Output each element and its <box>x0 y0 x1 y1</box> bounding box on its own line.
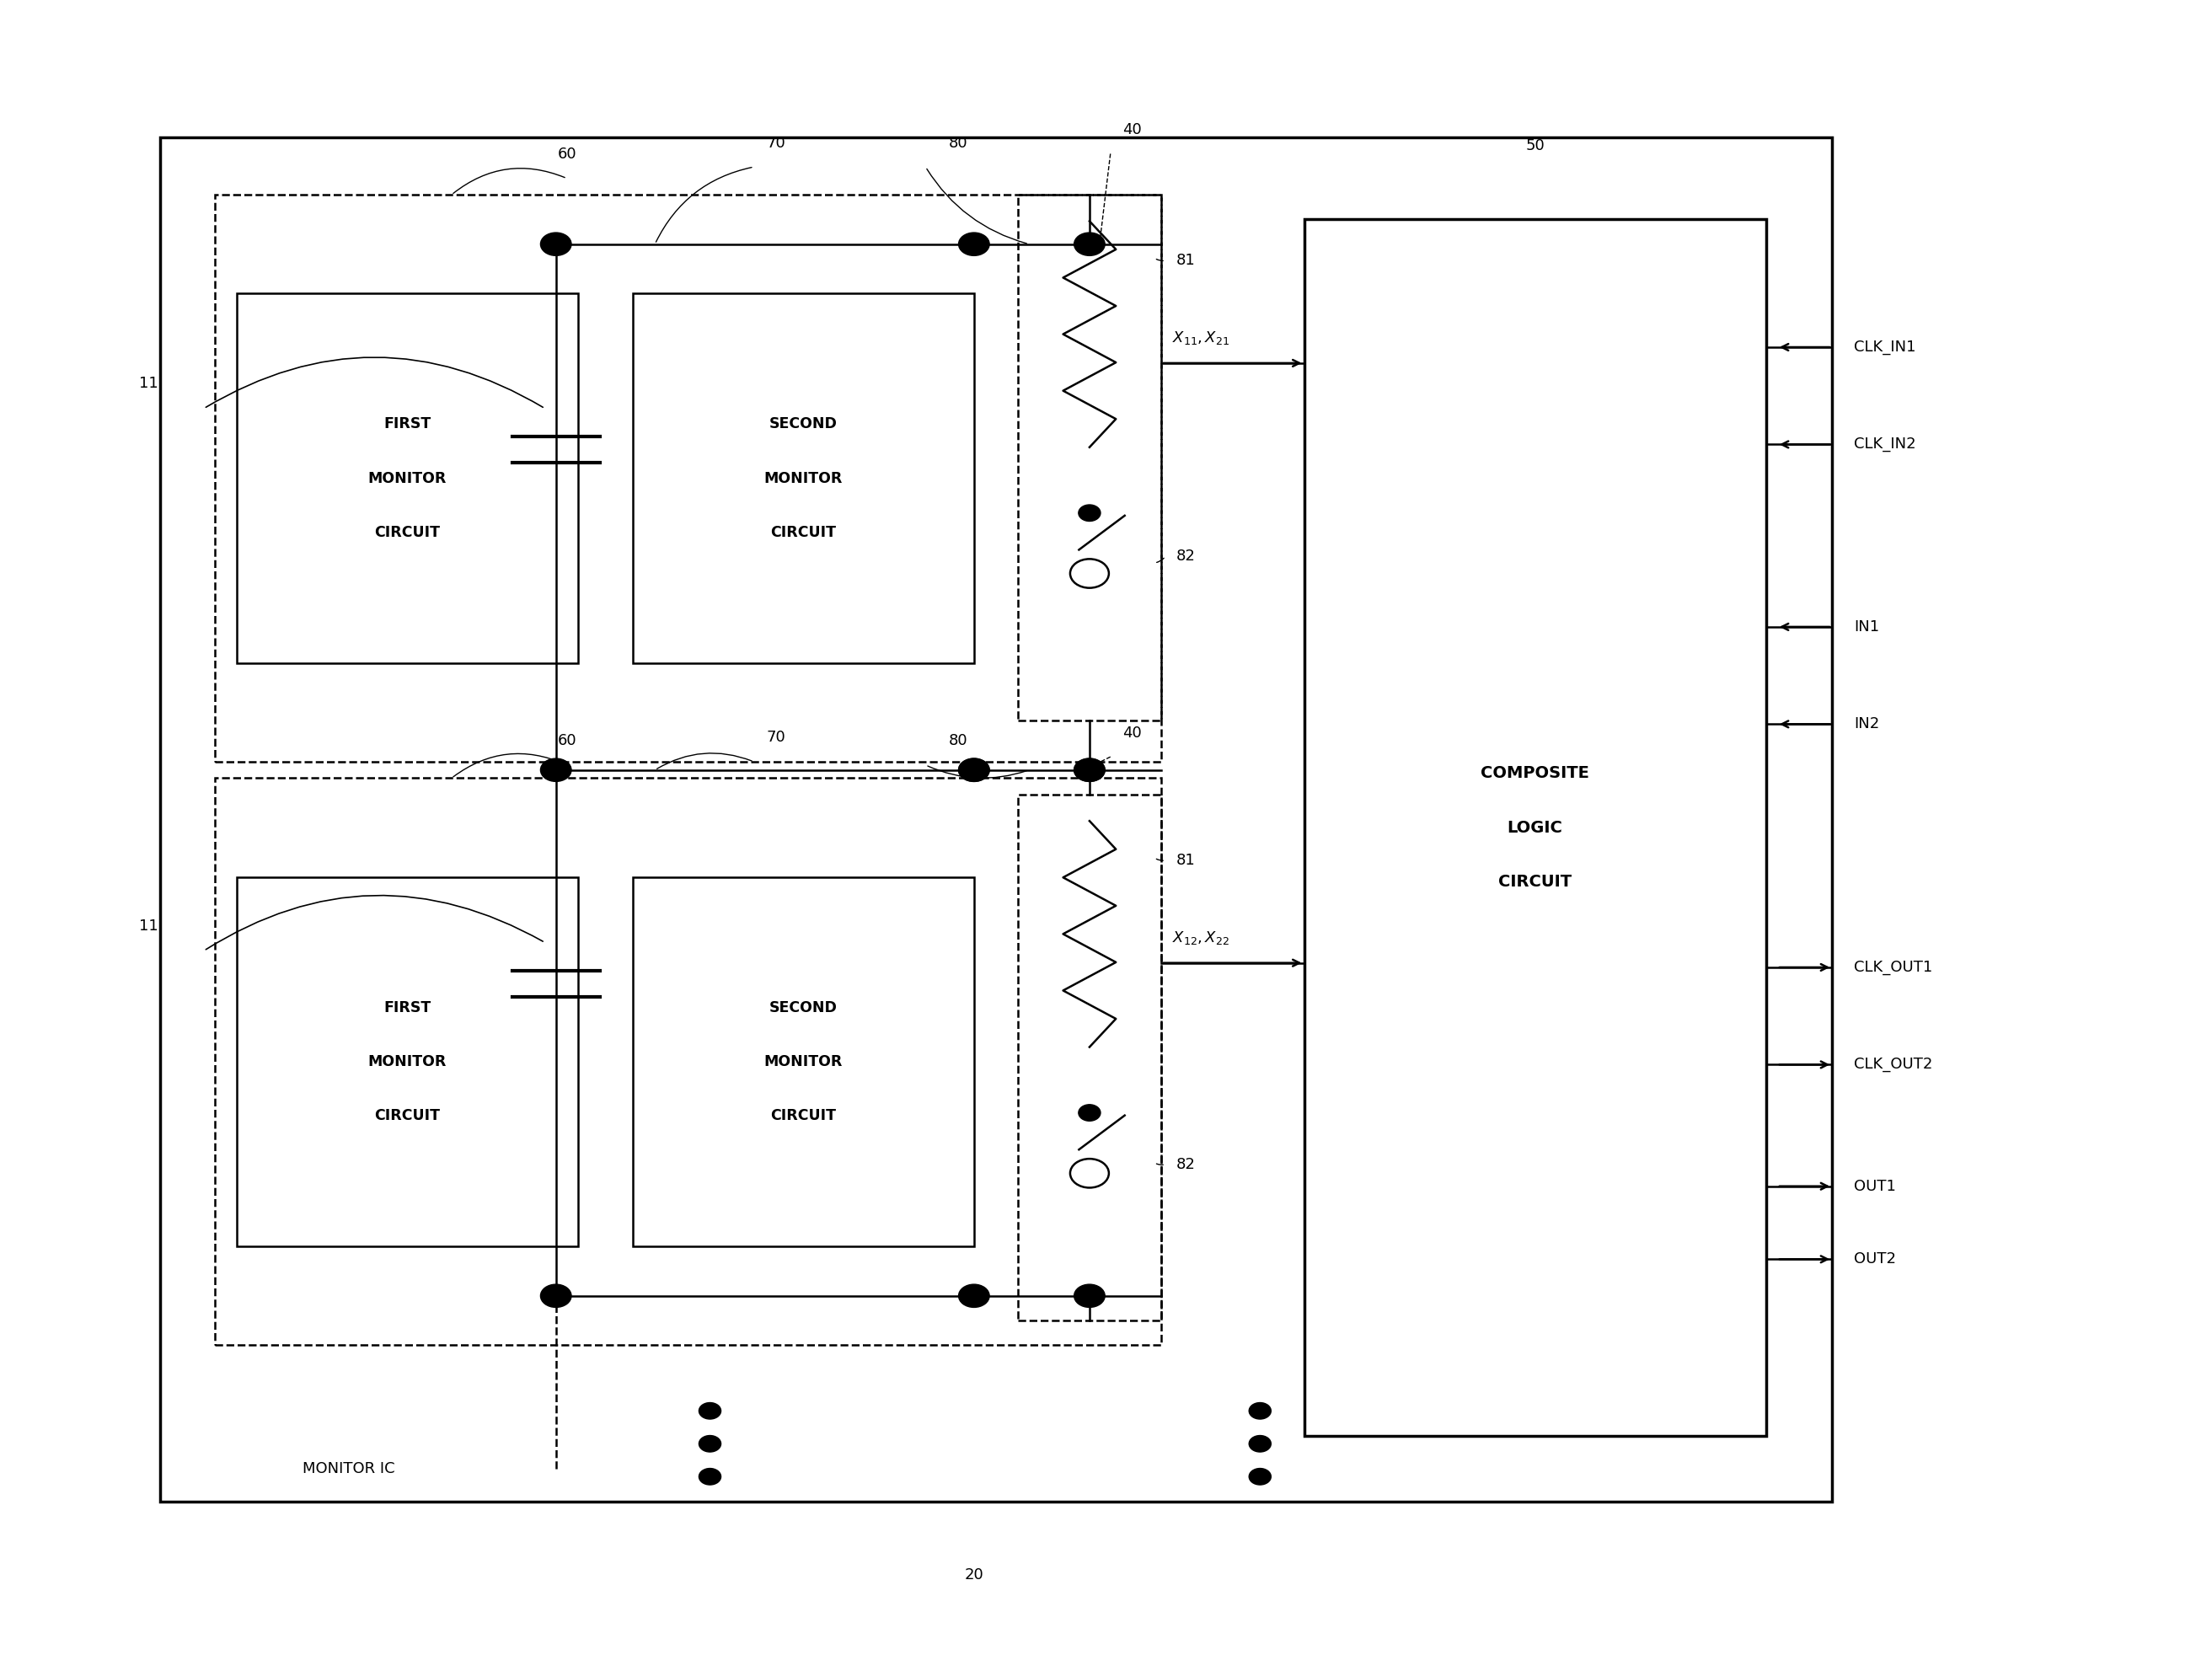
Text: CLK_OUT1: CLK_OUT1 <box>1854 960 1933 975</box>
Text: IN2: IN2 <box>1854 717 1880 732</box>
Text: SECOND: SECOND <box>770 1000 838 1015</box>
Text: CLK_IN2: CLK_IN2 <box>1854 437 1916 452</box>
Text: $X_{12},X_{22}$: $X_{12},X_{22}$ <box>1172 930 1230 947</box>
Circle shape <box>540 1284 571 1307</box>
Bar <box>1018 195 1161 720</box>
Bar <box>1305 220 1765 1435</box>
Text: 81: 81 <box>1177 253 1194 268</box>
Circle shape <box>1075 233 1106 255</box>
Text: FIRST: FIRST <box>383 1000 431 1015</box>
Text: 80: 80 <box>949 733 969 748</box>
Text: LOGIC: LOGIC <box>1506 819 1564 836</box>
Text: OUT1: OUT1 <box>1854 1178 1896 1193</box>
Circle shape <box>958 233 989 255</box>
Bar <box>215 778 1161 1346</box>
Text: SECOND: SECOND <box>770 417 838 432</box>
Circle shape <box>1250 1435 1272 1451</box>
Text: COMPOSITE: COMPOSITE <box>1480 765 1590 781</box>
Text: MONITOR IC: MONITOR IC <box>303 1461 396 1476</box>
Circle shape <box>1075 758 1106 781</box>
Text: 60: 60 <box>557 733 577 748</box>
Text: 82: 82 <box>1177 1157 1197 1172</box>
Bar <box>633 293 973 664</box>
Text: FIRST: FIRST <box>383 417 431 432</box>
Circle shape <box>958 1284 989 1307</box>
Bar <box>237 877 577 1246</box>
Text: CIRCUIT: CIRCUIT <box>374 1109 440 1124</box>
Bar <box>237 293 577 664</box>
Text: CIRCUIT: CIRCUIT <box>770 525 836 540</box>
Text: IN1: IN1 <box>1854 619 1880 634</box>
Text: $X_{11},X_{21}$: $X_{11},X_{21}$ <box>1172 329 1230 346</box>
Text: MONITOR: MONITOR <box>763 470 843 487</box>
Text: MONITOR: MONITOR <box>367 1054 447 1069</box>
Text: 50: 50 <box>1526 139 1544 154</box>
Text: CIRCUIT: CIRCUIT <box>1498 874 1573 890</box>
Text: MONITOR: MONITOR <box>763 1054 843 1069</box>
Circle shape <box>1075 1284 1106 1307</box>
Bar <box>1018 794 1161 1321</box>
Text: 70: 70 <box>765 730 785 745</box>
Circle shape <box>699 1435 721 1451</box>
Text: CIRCUIT: CIRCUIT <box>770 1109 836 1124</box>
Text: 20: 20 <box>964 1567 984 1582</box>
Text: CLK_OUT2: CLK_OUT2 <box>1854 1058 1933 1072</box>
Circle shape <box>699 1468 721 1485</box>
Circle shape <box>1079 1104 1102 1120</box>
Text: 40: 40 <box>1124 122 1141 137</box>
Circle shape <box>958 758 989 781</box>
Text: CLK_IN1: CLK_IN1 <box>1854 339 1916 354</box>
Circle shape <box>958 758 989 781</box>
Text: 40: 40 <box>1124 725 1141 740</box>
Circle shape <box>540 233 571 255</box>
Text: 70: 70 <box>765 136 785 151</box>
Text: 80: 80 <box>949 136 969 151</box>
Circle shape <box>699 1403 721 1418</box>
Text: 81: 81 <box>1177 852 1194 867</box>
Text: 11: 11 <box>139 919 159 933</box>
Text: CIRCUIT: CIRCUIT <box>374 525 440 540</box>
Text: MONITOR: MONITOR <box>367 470 447 487</box>
Text: OUT2: OUT2 <box>1854 1251 1896 1266</box>
Circle shape <box>540 758 571 781</box>
Circle shape <box>1250 1468 1272 1485</box>
Text: 60: 60 <box>557 147 577 162</box>
Circle shape <box>1250 1403 1272 1418</box>
Bar <box>633 877 973 1246</box>
Circle shape <box>1075 758 1106 781</box>
Bar <box>215 195 1161 761</box>
Text: 11: 11 <box>139 376 159 391</box>
Text: 82: 82 <box>1177 549 1197 564</box>
Circle shape <box>1079 505 1102 521</box>
Bar <box>159 137 1832 1501</box>
